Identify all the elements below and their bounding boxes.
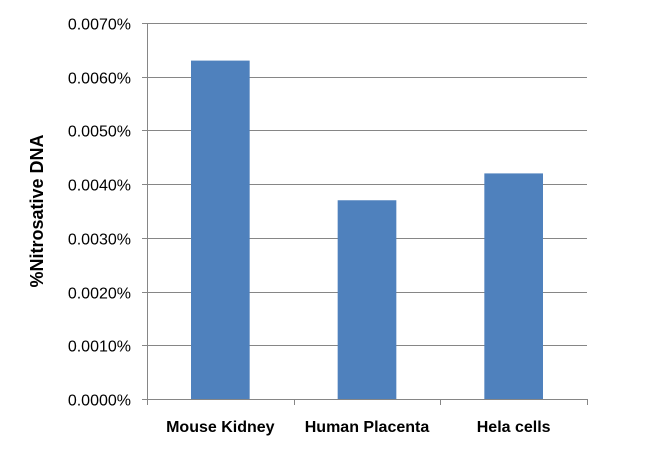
y-tick-labels: 0.0000% 0.0010% 0.0020% 0.0030% 0.0040% 0.005… [68,17,131,410]
x-tick-labels: Mouse Kidney Human Placenta Hela cells [166,419,551,436]
y-tick-label: 0.0070% [68,17,131,34]
x-tick-label: Human Placenta [305,419,430,436]
y-tick-label: 0.0000% [68,393,131,410]
y-tick-label: 0.0050% [68,124,131,141]
y-tick-label: 0.0020% [68,286,131,303]
axes [142,23,588,405]
x-tick-label: Mouse Kidney [166,419,275,436]
x-tick-label: Hela cells [477,419,551,436]
y-axis-label: %Nitrosative DNA [27,134,47,287]
bar [191,60,250,399]
y-tick-label: 0.0010% [68,339,131,356]
y-tick-label: 0.0040% [68,178,131,195]
y-tick-label: 0.0060% [68,71,131,88]
bars [191,60,543,399]
bar [484,173,543,399]
bar [337,200,397,399]
y-tick-label: 0.0030% [68,232,131,249]
